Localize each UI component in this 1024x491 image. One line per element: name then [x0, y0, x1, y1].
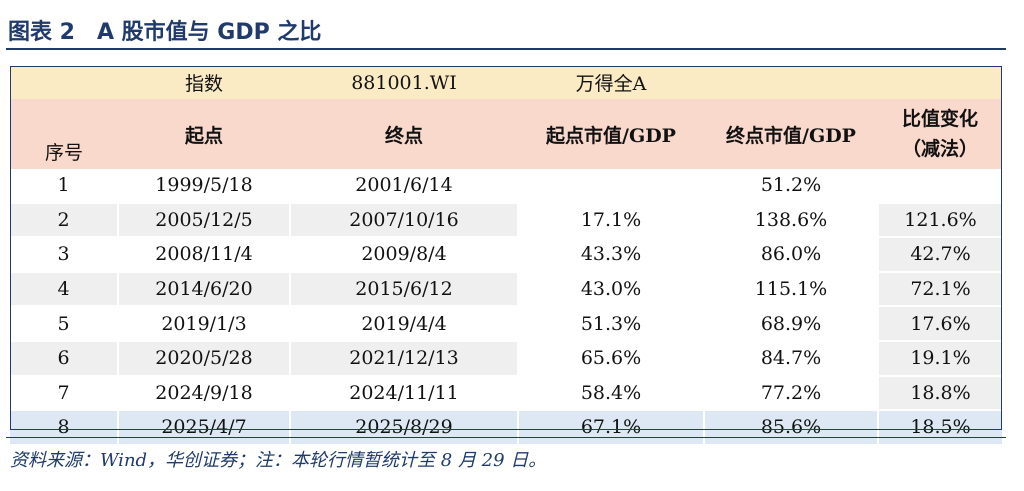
cell-start: 2008/11/4	[118, 237, 291, 273]
cell-end-mv: 68.9%	[704, 306, 879, 342]
cell-start: 2005/12/5	[118, 202, 291, 239]
cell-end-mv: 86.0%	[704, 237, 879, 273]
cell-start: 1999/5/18	[118, 169, 291, 204]
cell-change: 17.6%	[878, 306, 1002, 342]
index-row-blank	[10, 66, 118, 99]
cell-start: 2014/6/20	[118, 271, 291, 308]
index-label: 指数	[118, 66, 290, 99]
cell-end: 2019/4/4	[290, 306, 519, 342]
title-divider	[6, 48, 1006, 50]
cell-end: 2007/10/16	[290, 202, 519, 239]
cell-change	[878, 169, 1002, 204]
index-name: 万得全A	[518, 66, 704, 99]
cell-seq: 8	[10, 410, 119, 446]
cell-end-mv: 51.2%	[704, 169, 879, 204]
table-row: 6 2020/5/28 2021/12/13 65.6% 84.7% 19.1%	[10, 340, 1002, 377]
table-row: 4 2014/6/20 2015/6/12 43.0% 115.1% 72.1%	[10, 271, 1002, 308]
cell-start: 2020/5/28	[118, 340, 291, 377]
cell-change: 19.1%	[878, 340, 1002, 377]
cell-seq: 5	[10, 306, 119, 342]
table-row-highlighted: 8 2025/4/7 2025/8/29 67.1% 85.6% 18.5%	[10, 410, 1002, 446]
cell-start: 2025/4/7	[118, 410, 291, 446]
header-row: 序号 起点 终点 起点市值/GDP 终点市值/GDP 比值变化 （减法）	[10, 99, 1002, 169]
index-row-blank	[704, 66, 878, 99]
header-change: 比值变化 （减法）	[878, 99, 1002, 169]
cell-change: 18.5%	[878, 410, 1002, 446]
cell-end: 2024/11/11	[290, 375, 519, 412]
market-cap-gdp-table: 指数 881001.WI 万得全A 序号 起点 终点 起点市值/GDP 终点市值…	[10, 66, 1002, 446]
cell-start-mv: 65.6%	[518, 340, 705, 377]
header-end: 终点	[290, 99, 518, 169]
cell-end-mv: 115.1%	[704, 271, 879, 308]
cell-start-mv: 51.3%	[518, 306, 705, 342]
cell-start-mv: 43.0%	[518, 271, 705, 308]
index-row-blank	[878, 66, 1002, 99]
header-change-line2: （减法）	[901, 138, 978, 160]
cell-change: 42.7%	[878, 237, 1002, 273]
cell-seq: 1	[10, 169, 119, 204]
figure-title: 图表 2 A 股市值与 GDP 之比	[8, 20, 322, 45]
cell-change: 121.6%	[878, 202, 1002, 239]
cell-seq: 3	[10, 237, 119, 273]
cell-start: 2024/9/18	[118, 375, 291, 412]
cell-start-mv: 43.3%	[518, 237, 705, 273]
cell-end: 2025/8/29	[290, 410, 519, 446]
cell-end-mv: 85.6%	[704, 410, 879, 446]
source-note: 资料来源：Wind，华创证券；注：本轮行情暂统计至 8 月 29 日。	[10, 450, 547, 471]
cell-end-mv: 138.6%	[704, 202, 879, 239]
cell-start-mv: 67.1%	[518, 410, 705, 446]
index-row: 指数 881001.WI 万得全A	[10, 66, 1002, 99]
cell-start-mv	[518, 169, 705, 204]
cell-end-mv: 77.2%	[704, 375, 879, 412]
cell-change: 72.1%	[878, 271, 1002, 308]
cell-seq: 2	[10, 202, 119, 239]
cell-start: 2019/1/3	[118, 306, 291, 342]
index-code: 881001.WI	[290, 66, 518, 99]
header-start: 起点	[118, 99, 290, 169]
footer-divider	[6, 437, 1006, 438]
cell-end: 2001/6/14	[290, 169, 519, 204]
cell-end: 2015/6/12	[290, 271, 519, 308]
header-end-mv: 终点市值/GDP	[704, 99, 878, 169]
cell-seq: 7	[10, 375, 119, 412]
header-start-mv: 起点市值/GDP	[518, 99, 704, 169]
header-change-line1: 比值变化	[901, 108, 978, 130]
cell-end: 2021/12/13	[290, 340, 519, 377]
cell-seq: 6	[10, 340, 119, 377]
cell-start-mv: 17.1%	[518, 202, 705, 239]
table-row: 3 2008/11/4 2009/8/4 43.3% 86.0% 42.7%	[10, 237, 1002, 273]
cell-start-mv: 58.4%	[518, 375, 705, 412]
table-row: 7 2024/9/18 2024/11/11 58.4% 77.2% 18.8%	[10, 375, 1002, 412]
table-row: 2 2005/12/5 2007/10/16 17.1% 138.6% 121.…	[10, 202, 1002, 239]
cell-change: 18.8%	[878, 375, 1002, 412]
table-row: 1 1999/5/18 2001/6/14 51.2%	[10, 169, 1002, 204]
table-row: 5 2019/1/3 2019/4/4 51.3% 68.9% 17.6%	[10, 306, 1002, 342]
header-seq: 序号	[10, 99, 118, 169]
cell-seq: 4	[10, 271, 119, 308]
cell-end: 2009/8/4	[290, 237, 519, 273]
cell-end-mv: 84.7%	[704, 340, 879, 377]
